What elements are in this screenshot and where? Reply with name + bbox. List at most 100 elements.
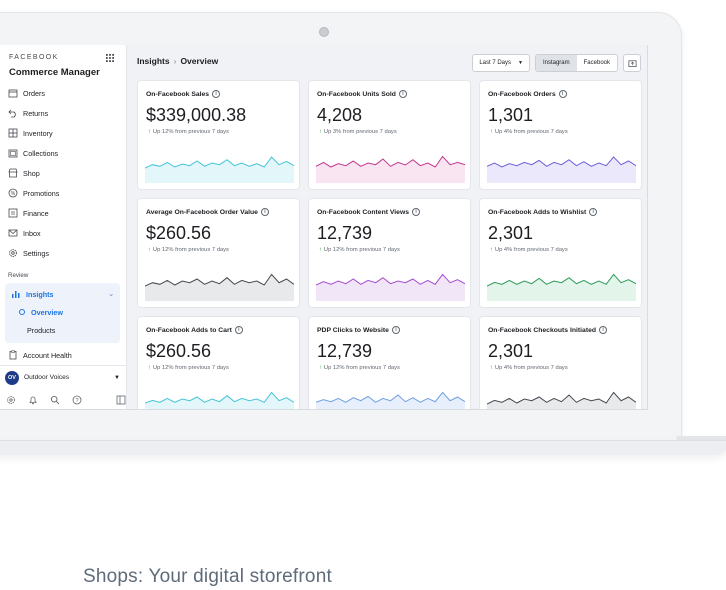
sparkline-area — [487, 274, 636, 301]
sidebar-item-label: Promotions — [23, 188, 60, 198]
metric-delta-label: Up 12% from previous 7 days — [323, 247, 400, 253]
svg-text:%: % — [11, 191, 16, 197]
sparkline-line — [487, 391, 636, 405]
app-grid-icon[interactable] — [106, 54, 114, 62]
sparkline-line — [145, 156, 294, 169]
sidebar-item-label: Inbox — [23, 228, 41, 238]
info-icon[interactable]: i — [212, 90, 221, 98]
metric-title: On-Facebook Checkouts Initiated i — [488, 326, 608, 334]
metric-title-label: On-Facebook Sales — [146, 90, 210, 98]
promotions-icon: % — [8, 188, 18, 198]
sidebar-item-settings[interactable]: Settings — [0, 243, 126, 263]
metric-title: On-Facebook Content Views i — [317, 208, 421, 216]
info-icon[interactable]: i — [599, 326, 608, 334]
sparkline-chart — [487, 273, 636, 301]
account-switcher[interactable]: OV Outdoor Voices ▼ — [0, 365, 126, 389]
sparkline-chart — [145, 156, 294, 183]
metric-card[interactable]: On-Facebook Orders i 1,301 ↑ Up 4% from prev… — [479, 80, 642, 190]
metric-card[interactable]: Average On-Facebook Order Value i $260.56 ↑… — [137, 198, 300, 308]
sidebar-footer: ? — [0, 392, 132, 408]
export-button[interactable] — [623, 54, 641, 72]
metric-delta: ↑ Up 12% from previous 7 days — [148, 365, 229, 371]
metric-card[interactable]: On-Facebook Adds to Wishlist i 2,301 ↑ Up 4%… — [479, 198, 642, 308]
clipboard-icon — [8, 350, 18, 360]
metric-delta-label: Up 12% from previous 7 days — [152, 247, 229, 253]
info-icon[interactable]: i — [558, 90, 567, 98]
metric-card[interactable]: On-Facebook Sales i $339,000.38 ↑ Up 12% fro… — [137, 80, 300, 190]
metric-delta-label: Up 12% from previous 7 days — [323, 365, 400, 371]
metric-title: On-Facebook Sales i — [146, 90, 221, 98]
sidebar-item-products[interactable]: Products — [5, 321, 120, 339]
arrow-up-icon: ↑ — [319, 247, 322, 253]
caret-down-icon: ▼ — [518, 60, 523, 66]
gear-icon[interactable] — [6, 395, 16, 405]
sparkline-chart — [316, 273, 465, 301]
platform-facebook-button[interactable]: Facebook — [576, 55, 617, 71]
metric-card[interactable]: On-Facebook Checkouts Initiated i 2,301 ↑ Up… — [479, 316, 642, 409]
platform-toggle: Instagram Facebook — [534, 54, 618, 72]
app-title: Commerce Manager — [9, 67, 100, 78]
date-range-select[interactable]: Last 7 Days ▼ — [472, 54, 530, 72]
sparkline-area — [487, 392, 636, 409]
metric-delta: ↑ Up 3% from previous 7 days — [319, 129, 397, 135]
sidebar-item-inbox[interactable]: Inbox — [0, 223, 126, 243]
sidebar-item-returns[interactable]: Returns — [0, 103, 126, 123]
sparkline-line — [487, 156, 636, 168]
sidebar-item-label: Insights — [26, 289, 54, 299]
sparkline-chart — [316, 391, 465, 409]
info-icon[interactable]: i — [589, 208, 598, 216]
search-icon[interactable] — [50, 395, 60, 405]
sidebar-item-shop[interactable]: Shop — [0, 163, 126, 183]
metric-value: 2,301 — [488, 341, 534, 361]
breadcrumb: Insights › Overview — [137, 56, 218, 66]
sparkline-area — [145, 157, 294, 183]
arrow-up-icon: ↑ — [148, 247, 151, 253]
metric-card[interactable]: On-Facebook Units Sold i 4,208 ↑ Up 3% from … — [308, 80, 471, 190]
sidebar-item-inventory[interactable]: Inventory — [0, 123, 126, 143]
sparkline-line — [316, 155, 465, 168]
metric-title: PDP Clicks to Website i — [317, 326, 400, 334]
metric-card[interactable]: PDP Clicks to Website i 12,739 ↑ Up 12% from… — [308, 316, 471, 409]
sidebar-item-finance[interactable]: Finance — [0, 203, 126, 223]
breadcrumb-insights[interactable]: Insights — [137, 56, 170, 66]
info-icon[interactable]: i — [260, 208, 269, 216]
arrow-up-icon: ↑ — [148, 365, 151, 371]
sidebar-item-orders[interactable]: Orders — [0, 83, 126, 103]
metric-title: On-Facebook Units Sold i — [317, 90, 407, 98]
info-icon[interactable]: i — [391, 326, 400, 334]
sidebar-nav: Orders Returns Inventory Collections Sho… — [0, 83, 126, 365]
sparkline-area — [487, 157, 636, 183]
metric-card[interactable]: On-Facebook Adds to Cart i $260.56 ↑ Up 12% … — [137, 316, 300, 409]
metric-card[interactable]: On-Facebook Content Views i 12,739 ↑ Up 12% … — [308, 198, 471, 308]
app-screen: FACEBOOK Commerce Manager Orders Returns… — [0, 45, 648, 410]
metric-title-label: On-Facebook Orders — [488, 90, 556, 98]
info-icon[interactable]: i — [412, 208, 421, 216]
panel-toggle-icon[interactable] — [116, 395, 126, 405]
metric-value: 12,739 — [317, 223, 373, 243]
sidebar-item-label: Shop — [23, 168, 40, 178]
sparkline-area — [145, 392, 294, 409]
sparkline-chart — [487, 156, 636, 183]
sidebar-item-collections[interactable]: Collections — [0, 143, 126, 163]
sidebar-item-insights[interactable]: Insights ⌄ — [5, 285, 120, 303]
bell-icon[interactable] — [28, 395, 38, 405]
info-icon[interactable]: i — [234, 326, 243, 334]
metric-delta-label: Up 4% from previous 7 days — [494, 247, 568, 253]
arrow-up-icon: ↑ — [490, 247, 493, 253]
sidebar-item-promotions[interactable]: % Promotions — [0, 183, 126, 203]
account-name: Outdoor Voices — [24, 374, 70, 381]
metric-title: Average On-Facebook Order Value i — [146, 208, 269, 216]
sidebar-item-account-health[interactable]: Account Health — [0, 345, 126, 365]
sidebar-item-label: Finance — [23, 208, 49, 218]
help-icon[interactable]: ? — [72, 395, 82, 405]
section-caption: Shops: Your digital storefront — [83, 566, 332, 587]
svg-text:?: ? — [75, 398, 78, 404]
shop-icon — [8, 168, 18, 178]
info-icon[interactable]: i — [398, 90, 407, 98]
review-group: Insights ⌄ Overview Products — [5, 283, 120, 343]
metric-delta-label: Up 12% from previous 7 days — [152, 129, 229, 135]
sidebar-item-overview[interactable]: Overview — [5, 303, 120, 321]
sidebar-item-label: Returns — [23, 108, 49, 118]
bar-chart-icon — [11, 289, 21, 299]
platform-instagram-button[interactable]: Instagram — [535, 55, 577, 71]
